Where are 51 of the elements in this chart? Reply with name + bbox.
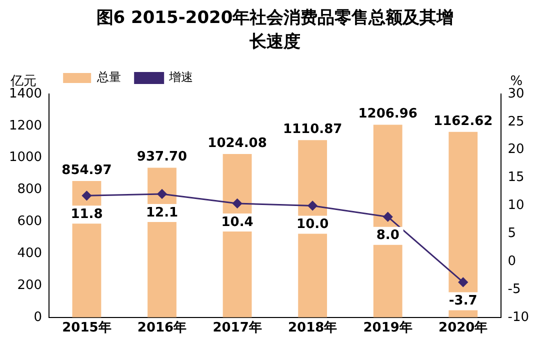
data-label: 10.4 [221, 214, 254, 230]
y2-tick-label: 0 [508, 254, 516, 269]
y-tick-label: 600 [17, 214, 42, 230]
data-label: 1110.87 [282, 122, 342, 138]
bar [298, 140, 328, 318]
y-tick-label: 800 [17, 182, 42, 198]
data-label: 11.8 [70, 207, 103, 222]
y2-tick-label: 20 [508, 142, 524, 158]
bar [448, 132, 478, 318]
y-tick-label: 1200 [8, 118, 42, 134]
data-label: 12.1 [146, 205, 178, 220]
legend-label: 总量 [96, 70, 122, 84]
bar [222, 154, 252, 318]
bar [148, 168, 176, 318]
x-tick-label: 2016年 [137, 320, 187, 336]
y-axis-title: 亿元 [10, 74, 37, 89]
data-label: 8.0 [376, 228, 400, 244]
y-tick-label: 400 [17, 246, 42, 261]
y-tick-label: 0 [34, 310, 42, 325]
y-tick-label: 1400 [8, 86, 42, 102]
point [308, 200, 318, 210]
y2-tick-label: -10 [508, 310, 529, 325]
y2-tick-label: 30 [508, 86, 524, 102]
point [458, 277, 468, 287]
data-label: 937.70 [136, 150, 188, 165]
y2-tick-label: -5 [508, 282, 521, 297]
x-tick-label: 2019年 [363, 320, 412, 336]
point [383, 212, 393, 222]
data-label: 1206.96 [358, 106, 418, 122]
y2-axis-title: % [510, 74, 523, 89]
x-tick-label: 2018年 [288, 320, 338, 336]
legend-label: 增速 [168, 70, 194, 84]
x-tick-label: 2020年 [438, 320, 488, 336]
data-label: -3.7 [448, 294, 478, 309]
point [82, 190, 92, 200]
y-tick-label: 200 [17, 278, 42, 293]
data-label: 1024.08 [208, 136, 267, 151]
x-tick-label: 2017年 [212, 320, 262, 336]
data-label: 854.97 [62, 162, 112, 178]
y2-tick-label: 10 [508, 198, 524, 214]
x-tick-label: 2015年 [62, 320, 112, 336]
point [157, 189, 167, 199]
point [232, 198, 242, 208]
chart-title: 图6 2015-2020年社会消费品零售总额及其增长速度 [95, 7, 455, 54]
y2-tick-label: 15 [508, 170, 524, 186]
y-tick-label: 1000 [8, 150, 42, 166]
data-label: 1162.62 [434, 114, 493, 129]
y2-tick-label: 25 [508, 114, 524, 130]
y2-tick-label: 5 [508, 226, 516, 241]
data-label: 10.0 [296, 217, 329, 232]
bar [373, 124, 402, 318]
